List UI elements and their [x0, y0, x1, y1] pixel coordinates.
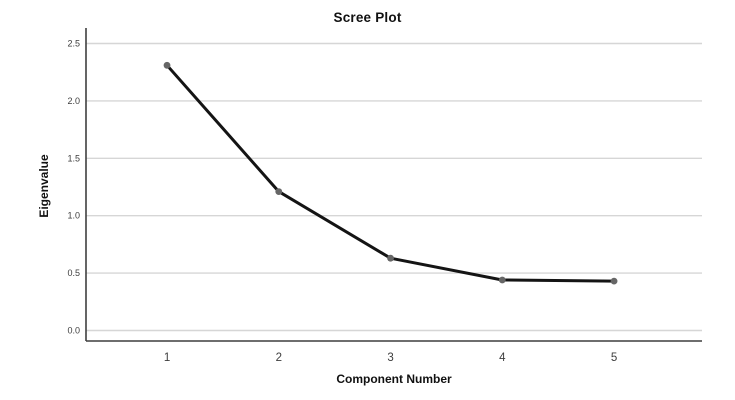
data-point	[610, 277, 618, 285]
y-tick-label: 1.0	[67, 211, 80, 221]
x-tick-label: 4	[499, 352, 506, 364]
y-tick-label: 1.5	[67, 153, 80, 163]
x-tick-label: 1	[164, 352, 170, 364]
chart-title: Scree Plot	[333, 10, 402, 25]
x-tick-label: 5	[611, 352, 617, 364]
x-tick-label: 3	[387, 352, 393, 364]
data-point	[275, 188, 283, 195]
x-axis-label: Component Number	[336, 372, 452, 386]
x-tick-label: 2	[276, 352, 282, 364]
y-tick-label: 2.5	[67, 38, 80, 48]
y-tick-label: 0.5	[67, 268, 80, 278]
data-point	[498, 276, 506, 284]
y-tick-label: 0.0	[67, 325, 80, 335]
data-point	[163, 61, 171, 69]
eigenvalue-line	[165, 63, 616, 283]
data-point	[387, 254, 394, 262]
y-axis-label: Eigenvalue	[37, 154, 51, 218]
y-tick-label: 2.0	[67, 96, 80, 106]
